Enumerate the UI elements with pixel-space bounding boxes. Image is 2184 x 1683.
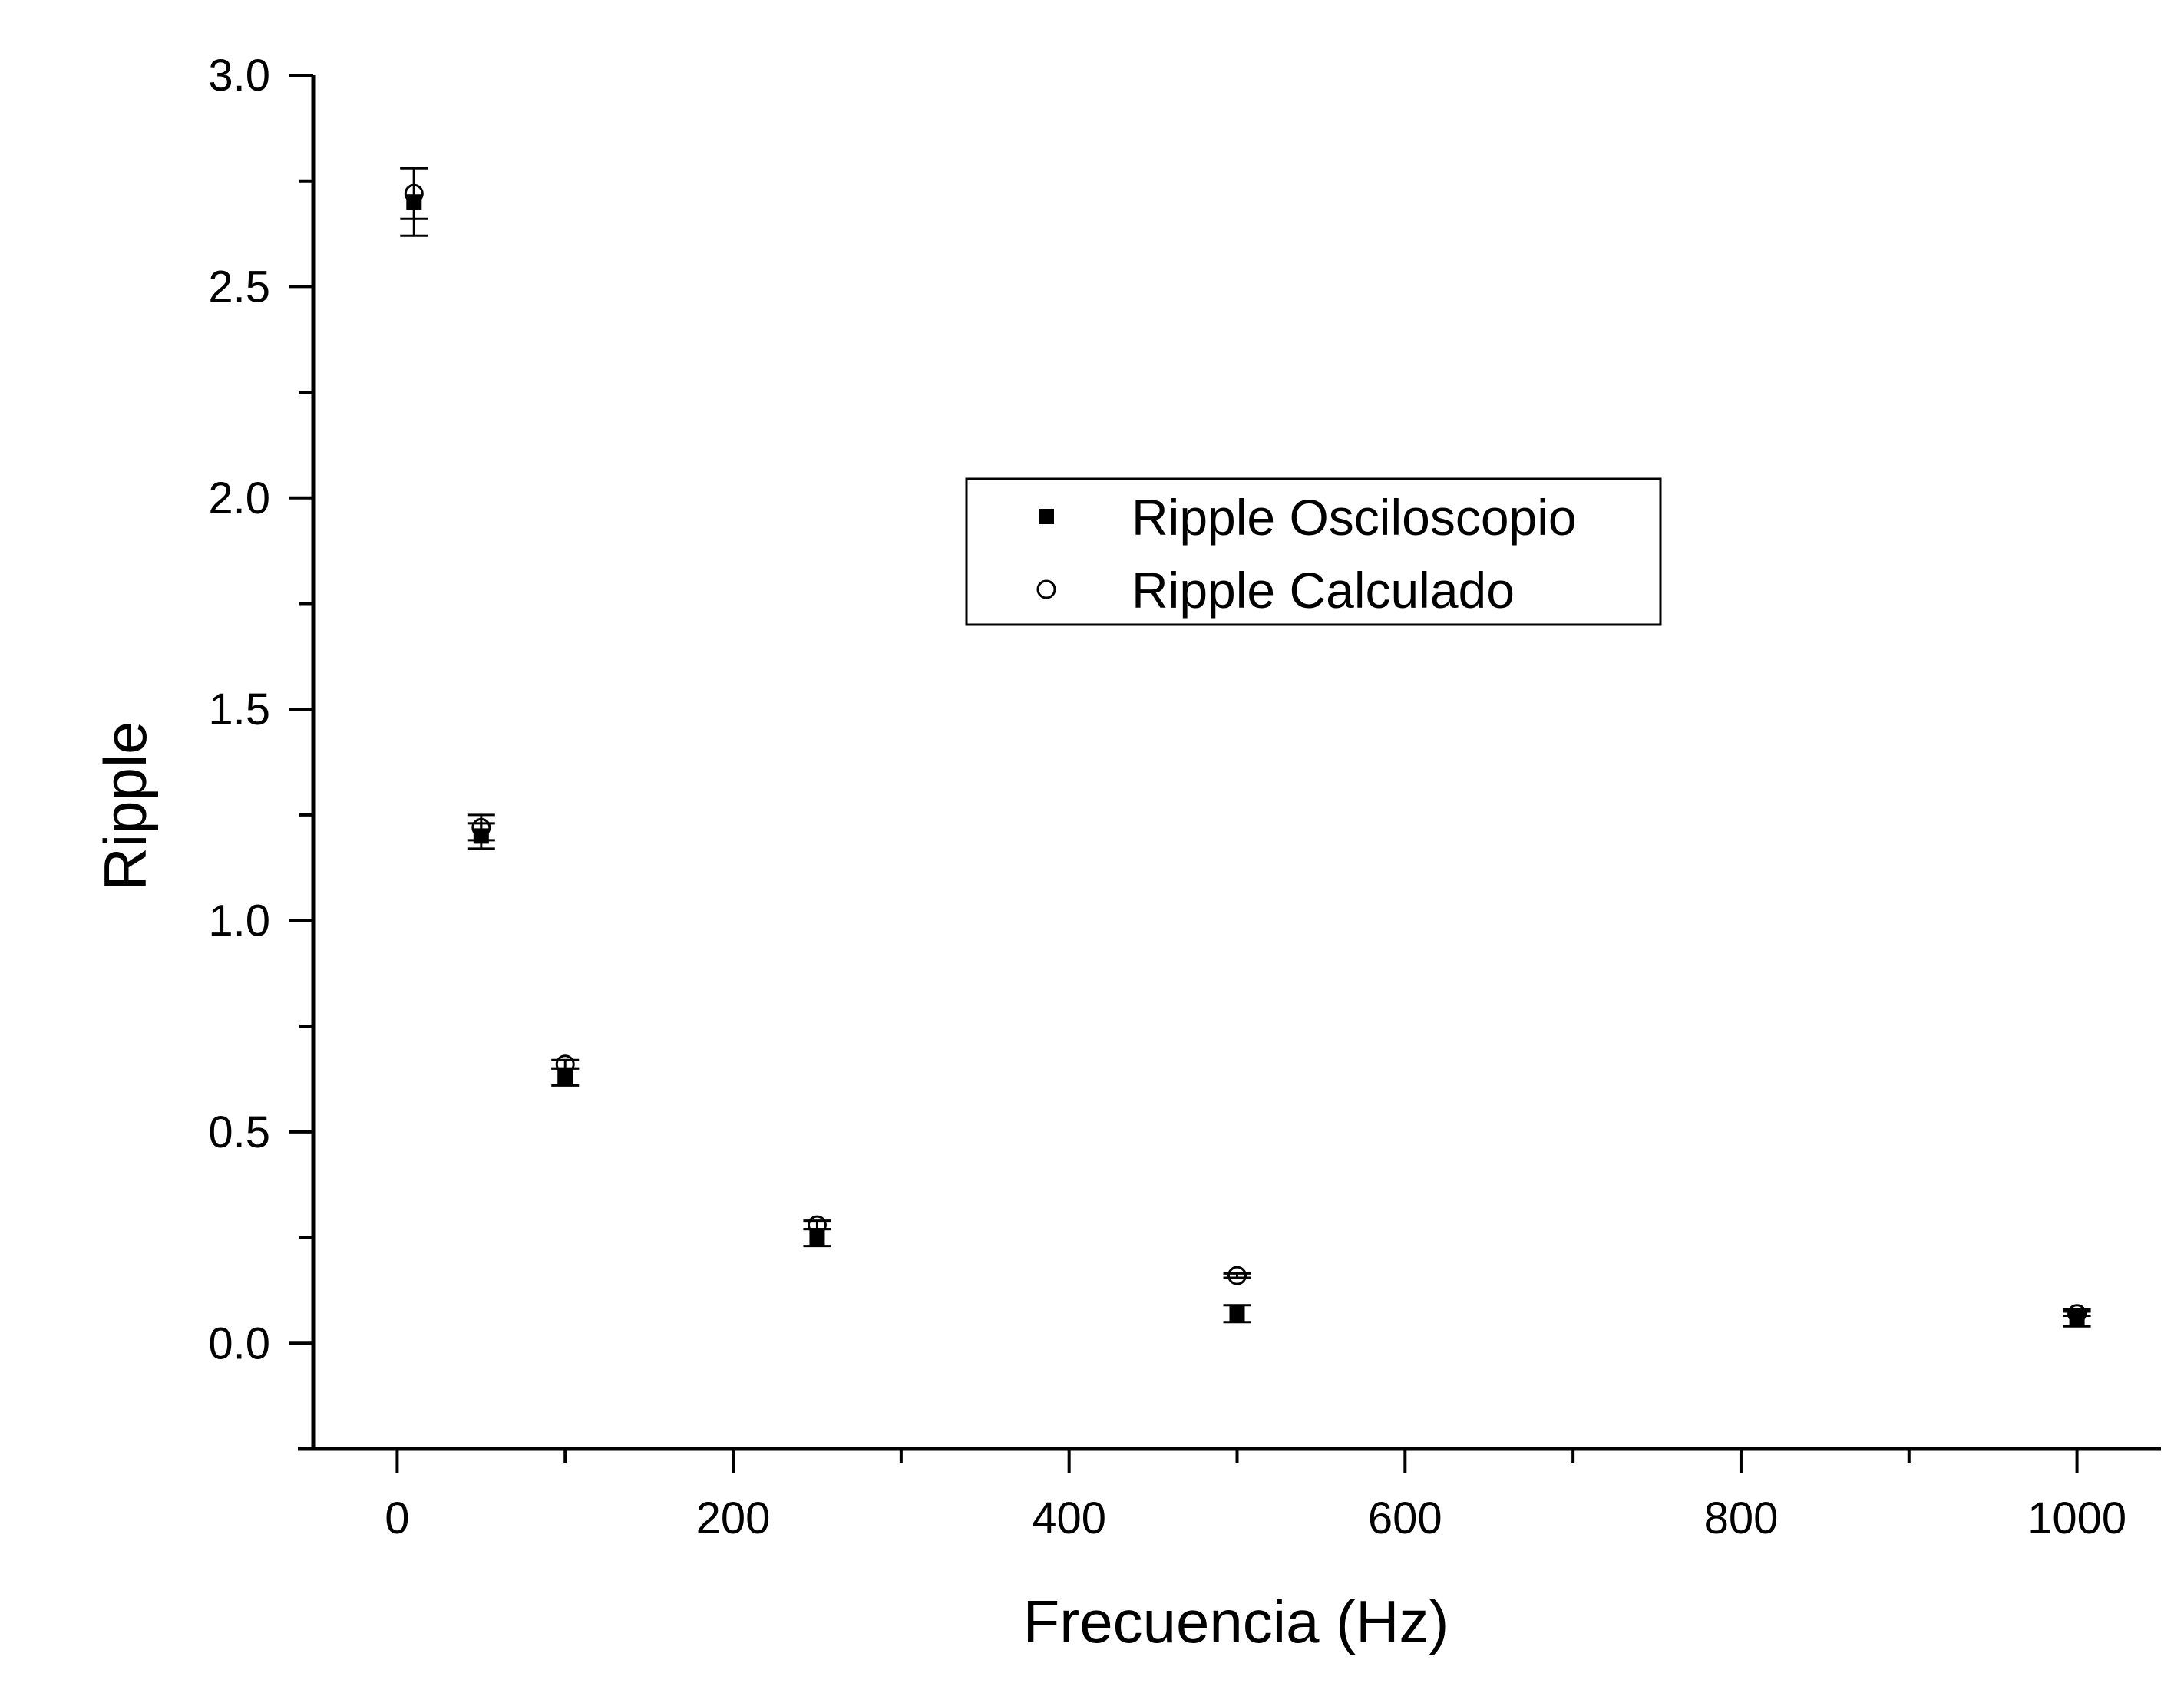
legend-circle-marker-icon bbox=[1036, 579, 1056, 599]
data-point-square bbox=[1229, 1305, 1245, 1322]
x-tick-label: 1000 bbox=[2027, 1493, 2126, 1543]
y-tick-label: 1.0 bbox=[208, 896, 270, 946]
legend-box bbox=[965, 477, 1662, 626]
data-point-circle bbox=[1227, 1266, 1247, 1285]
legend-label-osciloscopio: Ripple Osciloscopio bbox=[1132, 489, 1577, 546]
x-tick-label: 800 bbox=[1704, 1493, 1779, 1543]
y-tick-label: 2.5 bbox=[208, 262, 270, 312]
x-tick-label: 200 bbox=[696, 1493, 771, 1543]
x-axis-ticks: 0 200 400 600 800 1000 bbox=[385, 1449, 2126, 1543]
data-point-circle bbox=[807, 1215, 827, 1235]
error-bar bbox=[400, 167, 428, 220]
y-tick-label: 0.0 bbox=[208, 1318, 270, 1368]
y-tick-label: 0.5 bbox=[208, 1107, 270, 1157]
data-point-circle bbox=[555, 1054, 575, 1074]
x-axis-title: Frecuencia (Hz) bbox=[1023, 1588, 1449, 1655]
x-tick-label: 600 bbox=[1368, 1493, 1442, 1543]
y-tick-label: 2.0 bbox=[208, 474, 270, 523]
axes bbox=[298, 75, 2161, 1451]
data-point-circle bbox=[404, 183, 424, 203]
y-tick-label: 1.5 bbox=[208, 685, 270, 734]
legend: Ripple Osciloscopio Ripple Calculado bbox=[965, 477, 1662, 626]
y-tick-label: 3.0 bbox=[208, 51, 270, 101]
data-point-circle bbox=[2067, 1304, 2087, 1324]
y-axis-ticks: 0.0 0.5 1.0 1.5 2.0 2.5 3.0 bbox=[208, 51, 313, 1450]
series-2 bbox=[400, 167, 2091, 1324]
series-layer bbox=[400, 167, 2091, 1328]
error-bar bbox=[551, 1058, 580, 1070]
error-bar bbox=[803, 1219, 831, 1231]
x-tick-label: 400 bbox=[1032, 1493, 1106, 1543]
data-point-square bbox=[557, 1069, 573, 1085]
data-point-circle bbox=[471, 817, 491, 837]
data-point-square bbox=[809, 1229, 825, 1246]
y-axis-title: Ripple bbox=[91, 721, 159, 890]
legend-square-marker-icon bbox=[1039, 509, 1054, 524]
x-tick-label: 0 bbox=[385, 1493, 409, 1543]
legend-label-calculado: Ripple Calculado bbox=[1132, 562, 1515, 619]
